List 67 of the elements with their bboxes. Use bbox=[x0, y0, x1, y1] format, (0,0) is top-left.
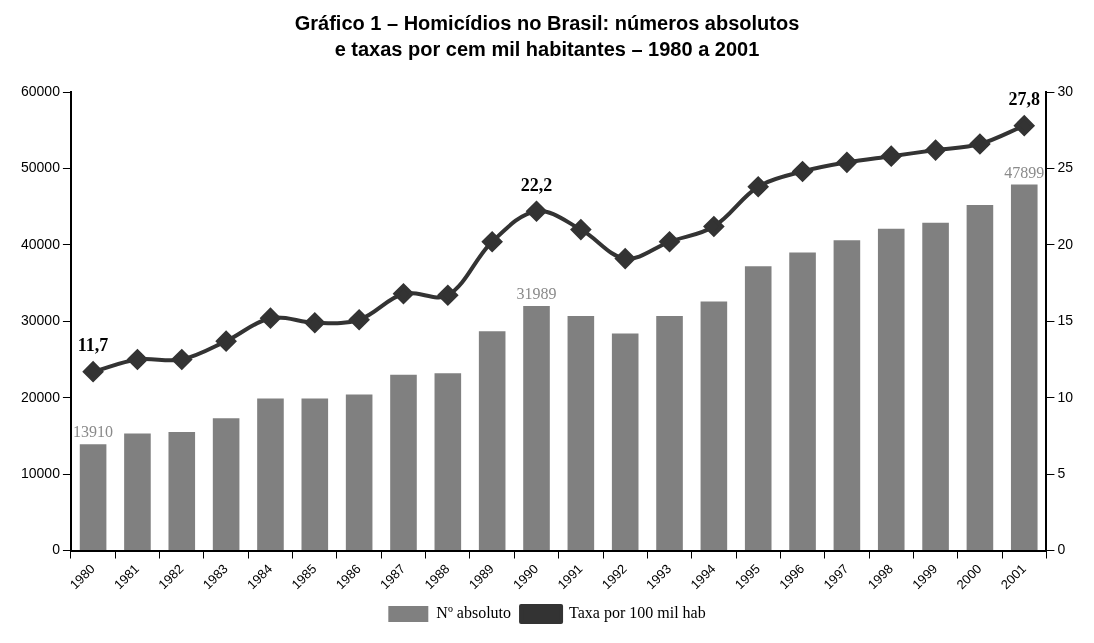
bar bbox=[656, 315, 683, 551]
data-label: 22,2 bbox=[520, 174, 553, 195]
bar bbox=[789, 252, 816, 551]
legend-label: Nº absoluto bbox=[436, 604, 512, 622]
point bbox=[925, 140, 946, 161]
chart-title: Gráfico 1 – Homicídios no Brasil: números absolutos e taxas por cem mil habitantes – 1980 a 2001 bbox=[293, 11, 801, 62]
data-label: 27,8 bbox=[1008, 89, 1041, 110]
bar bbox=[79, 444, 107, 551]
point bbox=[703, 216, 724, 237]
point bbox=[83, 361, 104, 382]
point bbox=[171, 349, 192, 370]
bar bbox=[478, 331, 506, 551]
data-label: 13910 bbox=[73, 423, 114, 441]
data-label: 31989 bbox=[516, 285, 557, 303]
point bbox=[570, 219, 591, 240]
point bbox=[836, 152, 857, 173]
bar bbox=[1010, 184, 1038, 551]
point bbox=[969, 133, 990, 154]
point bbox=[260, 308, 281, 329]
bar bbox=[124, 433, 151, 551]
bar bbox=[744, 266, 772, 551]
point bbox=[216, 331, 237, 352]
y2-tick-label: 20 bbox=[1057, 235, 1074, 252]
point bbox=[393, 283, 414, 304]
y-tick-label: 30000 bbox=[20, 312, 61, 329]
y2-tick-label: 5 bbox=[1057, 464, 1066, 481]
point bbox=[304, 312, 325, 333]
bar bbox=[523, 306, 550, 551]
y2-tick-label: 0 bbox=[1057, 541, 1066, 558]
point bbox=[482, 231, 503, 252]
bar bbox=[434, 373, 462, 551]
point bbox=[349, 309, 370, 330]
y-tick-label: 50000 bbox=[20, 159, 61, 176]
y-tick-label: 40000 bbox=[20, 235, 61, 252]
bar bbox=[966, 205, 994, 551]
bar bbox=[345, 394, 373, 551]
bar bbox=[257, 398, 284, 551]
data-label: 11,7 bbox=[77, 335, 109, 356]
point bbox=[615, 248, 636, 269]
point bbox=[526, 201, 547, 222]
bar bbox=[567, 315, 595, 551]
y2-tick-label: 30 bbox=[1057, 82, 1074, 99]
point bbox=[437, 285, 458, 306]
point bbox=[1014, 115, 1035, 136]
point bbox=[127, 349, 148, 370]
y-tick-label: 10000 bbox=[20, 464, 61, 481]
bar bbox=[212, 418, 240, 551]
point bbox=[792, 161, 813, 182]
point bbox=[748, 176, 769, 197]
bar bbox=[390, 374, 417, 551]
bar bbox=[700, 301, 728, 551]
bar bbox=[877, 228, 905, 551]
bar bbox=[301, 398, 329, 551]
bar bbox=[611, 333, 639, 551]
legend-label: Taxa por 100 mil hab bbox=[569, 604, 706, 623]
data-label: 47899 bbox=[1004, 163, 1045, 181]
y-tick-label: 20000 bbox=[20, 388, 61, 405]
y2-tick-label: 15 bbox=[1057, 312, 1074, 329]
point bbox=[659, 231, 680, 252]
y-tick-label: 60000 bbox=[20, 82, 61, 99]
bar bbox=[922, 222, 949, 551]
point bbox=[881, 146, 902, 167]
y2-tick-label: 25 bbox=[1057, 159, 1074, 176]
bar bbox=[833, 240, 861, 551]
y2-tick-label: 10 bbox=[1057, 388, 1074, 405]
y-tick-label: 0 bbox=[52, 541, 61, 558]
bar bbox=[168, 432, 196, 551]
